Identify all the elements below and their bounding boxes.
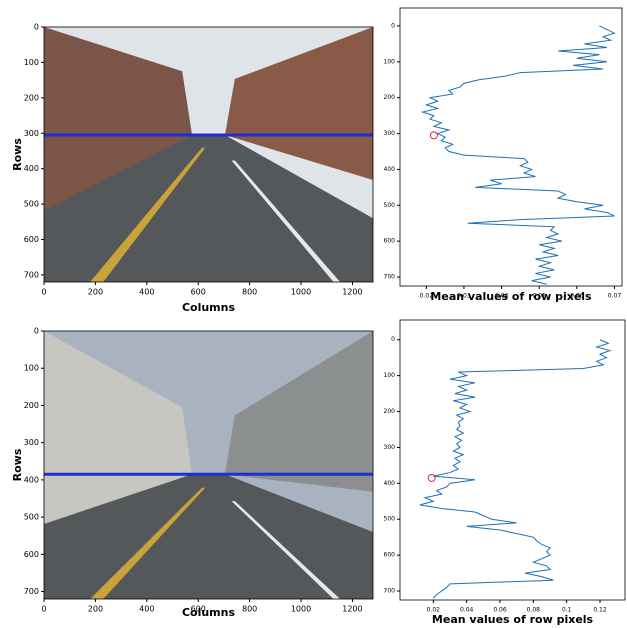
- x-tick-label: 0.07: [608, 293, 622, 300]
- x-tick-label: 200: [88, 605, 103, 614]
- y-tick-label: 200: [384, 94, 396, 101]
- x-tick-label: 0: [41, 288, 46, 297]
- y-tick-label: 100: [384, 58, 396, 65]
- x-axis-label: Columns: [182, 606, 236, 619]
- horizon-marker: [428, 474, 435, 481]
- y-tick-label: 200: [24, 401, 39, 410]
- photo: [44, 331, 373, 599]
- x-tick-label: 400: [139, 288, 154, 297]
- y-tick-label: 0: [391, 336, 395, 343]
- y-tick-label: 600: [384, 552, 396, 559]
- y-tick-label: 0: [34, 23, 39, 32]
- y-tick-label: 200: [24, 93, 39, 102]
- plot-frame: [400, 8, 622, 286]
- y-tick-label: 400: [384, 480, 396, 487]
- x-tick-label: 1200: [342, 605, 362, 614]
- y-tick-label: 400: [24, 164, 39, 173]
- y-tick-label: 700: [24, 270, 39, 279]
- x-axis-label: Mean values of row pixels: [432, 613, 594, 626]
- y-tick-label: 600: [24, 235, 39, 244]
- y-tick-label: 300: [24, 438, 39, 447]
- y-tick-label: 500: [24, 513, 39, 522]
- photo: [44, 27, 373, 282]
- x-tick-label: 400: [139, 605, 154, 614]
- y-tick-label: 100: [24, 58, 39, 67]
- plot-frame: [400, 320, 625, 600]
- y-tick-label: 300: [384, 444, 396, 451]
- y-tick-label: 500: [384, 516, 396, 523]
- y-axis-label: Rows: [11, 448, 24, 481]
- figure: 0200400600800100012000100200300400500600…: [0, 0, 627, 628]
- x-tick-label: 800: [242, 605, 257, 614]
- y-axis-label: Rows: [11, 138, 24, 171]
- y-tick-label: 0: [391, 22, 395, 29]
- profile-line: [420, 340, 610, 598]
- y-tick-label: 300: [384, 130, 396, 137]
- y-tick-label: 0: [34, 327, 39, 336]
- horizon-marker: [430, 132, 437, 139]
- x-tick-label: 0: [41, 605, 46, 614]
- x-tick-label: 0.12: [593, 607, 607, 614]
- profile-line: [423, 26, 615, 284]
- y-tick-label: 600: [24, 550, 39, 559]
- x-tick-label: 200: [88, 288, 103, 297]
- x-tick-label: 600: [191, 288, 206, 297]
- y-tick-label: 400: [24, 475, 39, 484]
- y-tick-label: 700: [384, 274, 396, 281]
- y-tick-label: 100: [384, 372, 396, 379]
- x-tick-label: 800: [242, 288, 257, 297]
- x-tick-label: 1200: [342, 288, 362, 297]
- x-tick-label: 1000: [291, 605, 311, 614]
- y-tick-label: 300: [24, 129, 39, 138]
- x-tick-label: 1000: [291, 288, 311, 297]
- y-tick-label: 100: [24, 364, 39, 373]
- x-axis-label: Columns: [182, 301, 236, 314]
- y-tick-label: 700: [384, 588, 396, 595]
- y-tick-label: 400: [384, 166, 396, 173]
- y-tick-label: 700: [24, 587, 39, 596]
- x-axis-label: Mean values of row pixels: [430, 290, 592, 303]
- y-tick-label: 500: [24, 200, 39, 209]
- y-tick-label: 600: [384, 238, 396, 245]
- y-tick-label: 200: [384, 408, 396, 415]
- y-tick-label: 500: [384, 202, 396, 209]
